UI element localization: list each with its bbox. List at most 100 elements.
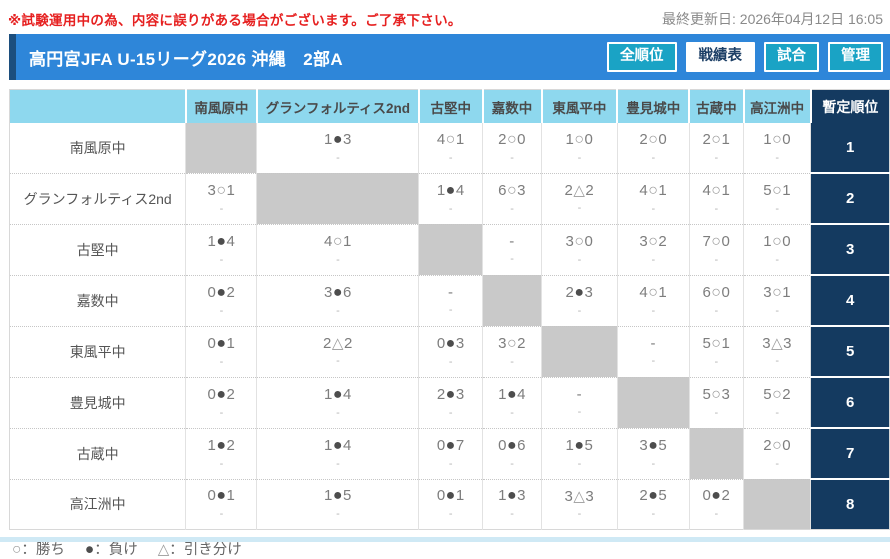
score-cell: 1●5 - <box>256 478 420 530</box>
win-mark: ○ <box>506 334 518 352</box>
score-sub-text: - <box>775 253 779 266</box>
score-sub-text: - <box>448 508 453 521</box>
table-row: 南風原中 1●3 - 4○1 - 2○0 - 1○0 - 2○0 - 2○1 - 1○0 - 1 <box>9 123 890 173</box>
score-cell: 1●4 - <box>256 427 420 479</box>
score-sub-text: - <box>577 253 582 266</box>
score-text: 3△3 <box>762 335 793 352</box>
score-cell: 5○1 - <box>689 325 745 377</box>
score-cell: 2○1 - <box>689 123 745 173</box>
score-cell: 1●4 - <box>482 376 543 428</box>
score-sub-text: - <box>336 304 340 317</box>
score-text: 2○1 <box>702 130 731 148</box>
legend-item: ○：勝ち <box>12 541 65 558</box>
lose-mark: ● <box>506 385 518 403</box>
score-text: 1●3 <box>323 130 352 148</box>
win-mark: ○ <box>506 130 518 148</box>
lose-mark: ● <box>445 334 456 352</box>
score-cell: 7○0 - <box>689 223 745 275</box>
lose-mark: ● <box>648 436 659 454</box>
column-header-team: 豊見城中 <box>617 89 691 123</box>
score-cell: 4○1 - <box>689 172 745 224</box>
self-match-cell <box>256 172 420 224</box>
self-match-cell <box>418 223 484 275</box>
trial-warning-text: ※試験運用中の為、内容に誤りがある場合がございます。ご了承下さい。 <box>8 13 462 28</box>
score-sub-text: - <box>510 508 514 521</box>
score-cell: 4○1 - <box>418 123 484 173</box>
score-text: 2○0 <box>763 436 792 454</box>
draw-mark: △ <box>573 487 586 505</box>
score-sub-text: - <box>651 304 656 317</box>
score-sub-text: - <box>336 457 340 470</box>
score-sub-text: - <box>448 202 453 215</box>
score-text: 2△2 <box>564 182 595 199</box>
rank-cell: 1 <box>810 123 890 173</box>
win-mark: ○ <box>711 232 722 250</box>
score-sub-text: - <box>577 151 582 164</box>
column-header-team: 嘉数中 <box>482 89 543 123</box>
score-sub-text: - <box>336 151 340 164</box>
win-mark: ○ <box>648 181 659 199</box>
score-cell: 0●3 - <box>418 325 484 377</box>
score-cell: 0●6 - <box>482 427 543 479</box>
lose-mark: ● <box>216 283 227 301</box>
rank-cell: 7 <box>810 427 890 479</box>
score-text: 1●4 <box>323 436 352 454</box>
table-row: 高江洲中 0●1 - 1●5 - 0●1 - 1●3 - 3△3 - 2●5 - 0●2 - 8 <box>9 478 890 530</box>
score-cell: 1●4 - <box>185 223 258 275</box>
table-row: 嘉数中 0●2-3●6- - -2●3-4○1-6○0-3○1-4 <box>9 274 890 326</box>
draw-mark: △ <box>573 182 586 199</box>
tab-all-rankings[interactable]: 全順位 <box>607 42 677 72</box>
score-cell: 2○0 - <box>617 123 690 173</box>
team-name-cell: 古堅中 <box>9 223 187 275</box>
team-name-cell: 嘉数中 <box>9 274 187 326</box>
lose-mark: ● <box>216 334 227 352</box>
table-row: 東風平中 0●1-2△2-0●3-3○2- - -5○1-3△3-5 <box>9 325 890 377</box>
win-mark: ○ <box>506 181 518 199</box>
tab-results-grid[interactable]: 戦績表 <box>685 42 755 72</box>
score-cell: 5○2 - <box>743 376 812 428</box>
draw-triangle-icon: △ <box>157 541 170 558</box>
win-mark: ○ <box>711 283 722 301</box>
score-cell: 2○0 - <box>743 427 812 479</box>
lose-mark: ● <box>332 487 343 505</box>
legend-item: ●：負け <box>84 541 138 558</box>
score-sub-text: - <box>651 253 656 266</box>
score-text: 3○2 <box>639 232 668 250</box>
score-sub-text: - <box>510 457 514 470</box>
score-text: 4○1 <box>639 283 668 301</box>
score-text: 1●5 <box>565 436 594 454</box>
score-sub-text: - <box>219 202 224 215</box>
table-row: 古堅中 1●4-4○1- - -3○0-3○2-7○0-1○0-3 <box>9 223 890 275</box>
score-cell: 0●2 - <box>185 376 258 428</box>
score-text: 0●1 <box>207 334 236 352</box>
score-text: 3○0 <box>565 232 594 250</box>
score-text: 1○0 <box>763 130 792 148</box>
lose-mark: ● <box>332 130 343 148</box>
score-cell: 3○0 - <box>541 223 618 275</box>
score-sub-text: - <box>714 355 719 368</box>
win-mark: ○ <box>648 130 659 148</box>
score-sub-text: - <box>448 355 453 368</box>
score-cell: -- <box>617 325 690 377</box>
results-table-body: 南風原中 1●3-4○1-2○0-1○0-2○0-2○1-1○0-1 グランフォルテ… <box>9 123 890 530</box>
score-cell: 1●3 - <box>256 123 420 173</box>
score-cell: 2●5 - <box>617 478 690 530</box>
score-sub-text: - <box>448 406 453 419</box>
score-sub-text: - <box>448 457 453 470</box>
tab-admin[interactable]: 管理 <box>828 42 883 72</box>
score-text: 3○2 <box>498 334 526 352</box>
score-text: 2○0 <box>498 130 526 148</box>
score-cell: 2●3 - <box>418 376 484 428</box>
rank-cell: 5 <box>810 325 890 377</box>
rank-cell: 6 <box>810 376 890 428</box>
self-match-cell <box>541 325 618 377</box>
score-text: 3●6 <box>323 283 352 301</box>
score-text: 1●3 <box>498 487 526 505</box>
score-sub-text: - <box>714 304 719 317</box>
legend-item: △：引き分け <box>157 541 242 558</box>
tab-matches[interactable]: 試合 <box>764 42 819 72</box>
score-sub-text: - <box>775 202 779 215</box>
score-text: 4○1 <box>323 232 352 250</box>
win-mark: ○ <box>574 232 585 250</box>
rank-column-header: 暫定順位 <box>810 89 890 123</box>
